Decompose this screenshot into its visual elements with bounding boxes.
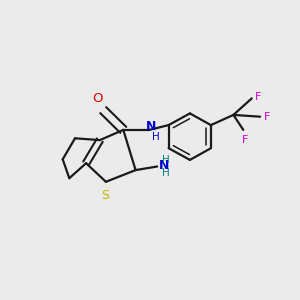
Text: F: F xyxy=(255,92,262,102)
Text: H: H xyxy=(152,131,160,142)
Text: N: N xyxy=(146,120,156,134)
Text: F: F xyxy=(264,112,271,122)
Text: H: H xyxy=(162,167,170,178)
Text: F: F xyxy=(242,135,248,145)
Text: O: O xyxy=(92,92,103,105)
Text: S: S xyxy=(101,189,109,202)
Text: N: N xyxy=(158,159,169,172)
Text: H: H xyxy=(162,155,170,165)
